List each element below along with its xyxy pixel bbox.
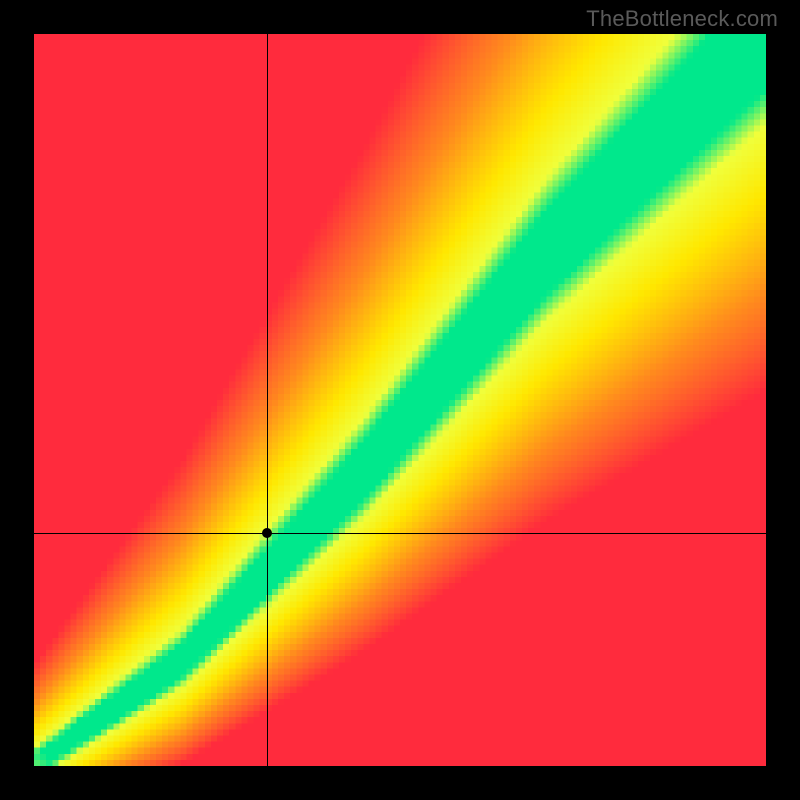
- crosshair-vertical: [267, 34, 268, 766]
- bottleneck-heatmap: [34, 34, 766, 766]
- crosshair-horizontal: [34, 533, 766, 534]
- watermark: TheBottleneck.com: [586, 6, 778, 32]
- crosshair-marker: [262, 528, 272, 538]
